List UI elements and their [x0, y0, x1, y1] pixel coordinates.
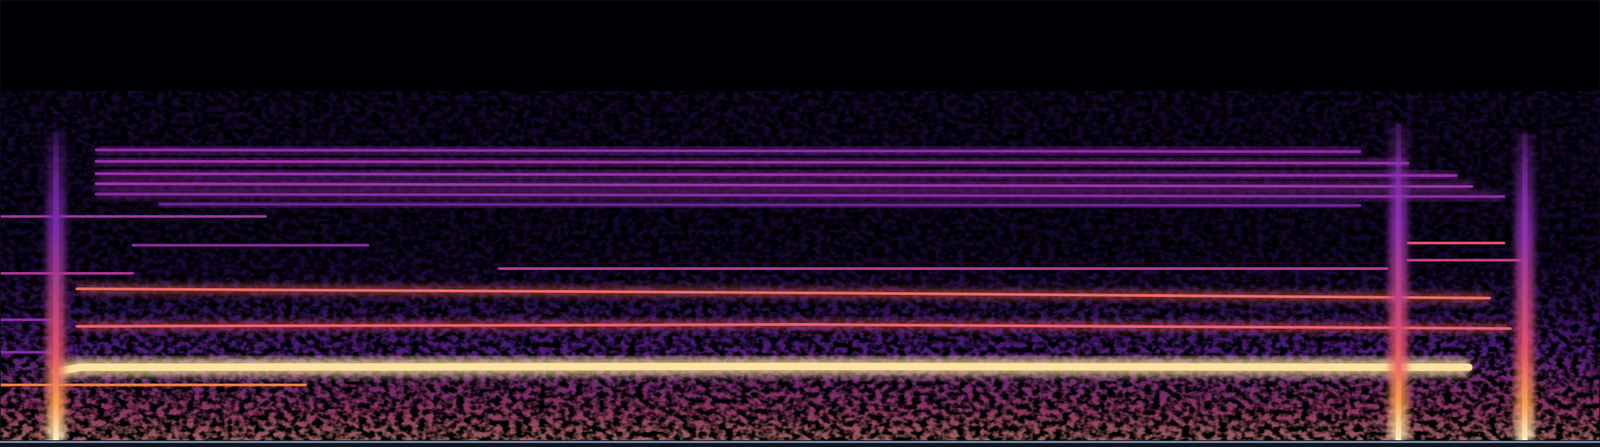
track-glow — [76, 288, 1490, 299]
harmonic-track — [76, 324, 1511, 329]
spectrogram — [0, 0, 1600, 447]
track-glow — [96, 183, 1473, 187]
track-glow — [1408, 239, 1505, 248]
track-glow — [1408, 255, 1520, 264]
harmonic-track — [0, 350, 52, 354]
harmonic-track — [0, 215, 266, 219]
harmonic-track — [96, 150, 1361, 153]
burst — [1395, 123, 1402, 442]
harmonic-track — [96, 183, 1473, 187]
track-glow — [0, 315, 52, 324]
harmonic-track — [498, 267, 1388, 271]
track-glow — [55, 366, 1469, 372]
track-glow — [0, 269, 133, 278]
plot-area — [0, 90, 1600, 442]
harmonic-track — [160, 204, 1361, 206]
harmonic-track — [96, 193, 1505, 197]
burst-glow — [46, 132, 66, 442]
background — [0, 0, 1600, 447]
noise-haze — [0, 90, 1600, 442]
track-glow — [96, 193, 1505, 197]
harmonic-track — [0, 383, 306, 387]
x-axis-line — [0, 441, 1600, 444]
harmonic-track — [1408, 241, 1505, 245]
harmonic-track — [1408, 258, 1520, 262]
harmonic-track — [0, 318, 52, 322]
burst-glow — [1515, 132, 1535, 442]
track-glow — [0, 381, 306, 390]
plot-frame — [0, 0, 1600, 442]
harmonic-track — [0, 272, 133, 275]
harmonic-track — [76, 288, 1490, 299]
chart-svg — [0, 0, 1600, 447]
track-glow — [160, 204, 1361, 206]
burst — [53, 132, 59, 442]
burst — [1521, 132, 1528, 442]
track-glow — [132, 241, 368, 250]
harmonic-track — [132, 243, 368, 247]
harmonic-track — [96, 161, 1409, 164]
track-glow — [76, 324, 1511, 329]
burst-glow — [1389, 123, 1409, 442]
bottom-border — [0, 441, 1600, 447]
track-glow — [96, 173, 1457, 176]
track-glow — [0, 348, 52, 357]
harmonic-track — [55, 366, 1469, 372]
harmonic-track — [96, 173, 1457, 176]
track-glow — [498, 264, 1388, 273]
track-glow — [96, 161, 1409, 164]
track-glow — [96, 150, 1361, 153]
track-glow — [0, 212, 266, 221]
